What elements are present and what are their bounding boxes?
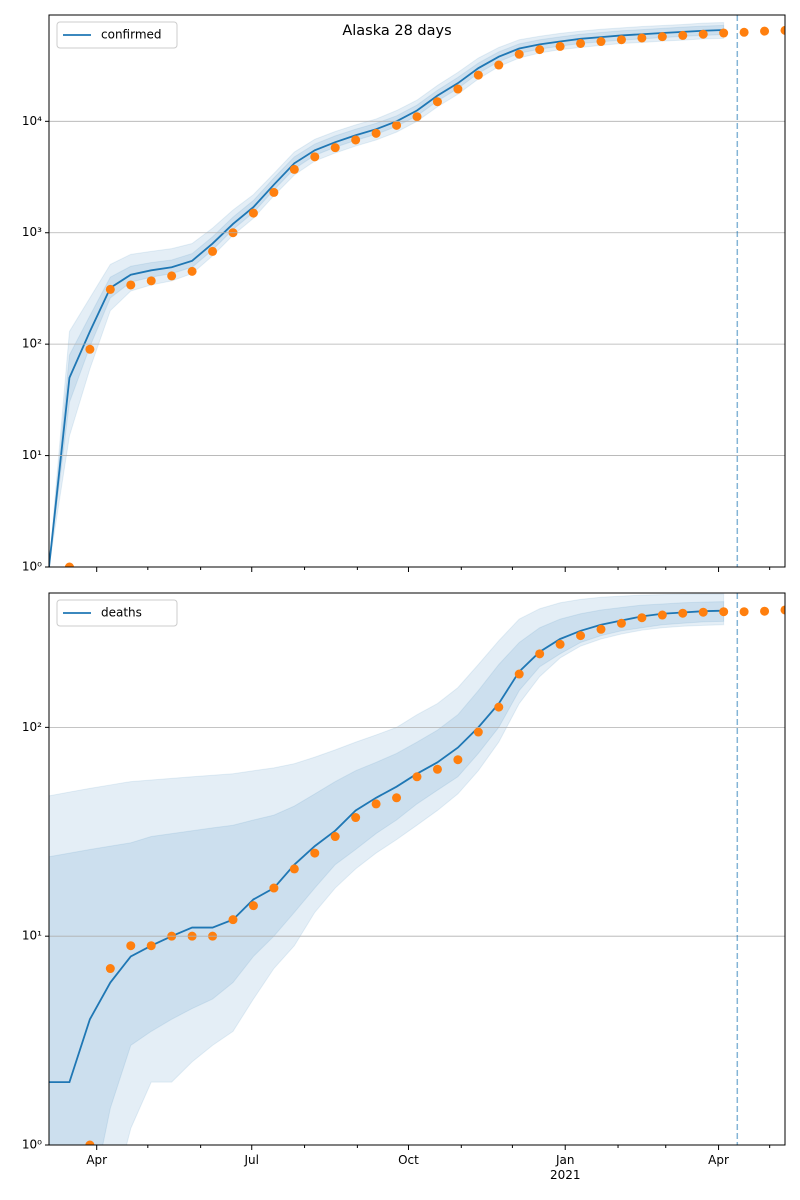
data-point — [351, 813, 361, 823]
axes-frame — [48, 14, 786, 568]
y-tick-label: 10⁴ — [22, 114, 42, 128]
data-point — [228, 915, 238, 925]
legend-label: deaths — [101, 606, 142, 620]
band — [49, 24, 725, 567]
data-point — [657, 610, 667, 620]
data-point — [187, 266, 197, 276]
y-tick-label: 10² — [22, 720, 42, 734]
data-point — [494, 702, 504, 712]
data-point — [616, 35, 626, 45]
data-point — [739, 607, 749, 617]
plot-area — [49, 22, 785, 567]
band — [49, 22, 725, 567]
data-point — [760, 26, 770, 36]
data-point — [719, 607, 729, 617]
data-point — [330, 832, 340, 842]
data-point — [269, 187, 279, 197]
data-point — [85, 1140, 95, 1145]
axes-frame — [48, 592, 786, 1146]
data-point — [105, 964, 115, 974]
line — [49, 609, 724, 1084]
data-point — [678, 608, 688, 618]
data-point — [739, 27, 749, 37]
data-point — [330, 143, 340, 153]
data-point — [64, 562, 74, 567]
data-point — [514, 49, 524, 59]
data-point — [310, 152, 320, 162]
y-tick-label: 10¹ — [22, 929, 42, 943]
x-tick-label: Apr — [708, 1153, 729, 1167]
plot-area — [49, 593, 785, 1145]
data-point — [289, 164, 299, 174]
data-point — [637, 613, 647, 623]
data-point — [392, 793, 402, 803]
data-point — [760, 606, 770, 616]
data-point — [289, 864, 299, 874]
y-tick-label: 10² — [22, 337, 42, 351]
y-tick-label: 10⁰ — [22, 1138, 42, 1152]
data-point — [657, 32, 667, 42]
chart-title: Alaska 28 days — [342, 23, 451, 39]
data-point — [146, 941, 156, 951]
data-point — [248, 901, 258, 911]
data-point — [167, 271, 177, 281]
legend-box — [56, 599, 178, 627]
data-point — [596, 624, 606, 634]
x-tick-label: Jul — [244, 1153, 259, 1167]
y-tick-label: 10⁰ — [22, 560, 42, 574]
data-point — [371, 799, 381, 809]
data-point — [535, 649, 545, 659]
data-point — [412, 772, 422, 782]
data-point — [126, 280, 136, 290]
data-point — [780, 25, 785, 35]
data-point — [432, 764, 442, 774]
data-point — [576, 38, 586, 48]
data-point — [637, 33, 647, 43]
data-point — [576, 631, 586, 641]
legend-box — [56, 21, 178, 49]
data-point — [514, 669, 524, 679]
data-point — [555, 41, 565, 51]
data-point — [146, 276, 156, 286]
data-point — [432, 97, 442, 107]
data-point — [678, 30, 688, 40]
data-point — [494, 60, 504, 70]
data-point — [126, 941, 136, 951]
data-point — [698, 29, 708, 39]
data-point — [453, 755, 463, 765]
data-point — [719, 28, 729, 38]
data-point — [473, 70, 483, 80]
band — [49, 593, 725, 1145]
data-point — [698, 607, 708, 617]
data-point — [371, 128, 381, 138]
data-point — [392, 120, 402, 130]
data-point — [555, 639, 565, 649]
data-point — [412, 112, 422, 122]
data-point — [269, 883, 279, 893]
x-tick-label: Oct — [398, 1153, 419, 1167]
y-tick-label: 10³ — [22, 225, 42, 239]
line — [49, 29, 724, 567]
data-point — [310, 848, 320, 858]
data-point — [351, 135, 361, 145]
data-point — [85, 344, 95, 354]
data-point — [535, 45, 545, 55]
data-point — [780, 605, 785, 615]
data-point — [616, 618, 626, 628]
data-point — [473, 727, 483, 737]
band — [49, 601, 725, 1145]
data-point — [453, 84, 463, 94]
x-tick-label: Jan 2021 — [549, 1153, 581, 1182]
y-tick-label: 10¹ — [22, 448, 42, 462]
x-tick-label: Apr — [86, 1153, 108, 1167]
data-point — [248, 208, 258, 218]
data-point — [105, 284, 115, 294]
data-point — [596, 37, 606, 47]
data-point — [208, 246, 218, 256]
legend-label: confirmed — [101, 28, 162, 42]
